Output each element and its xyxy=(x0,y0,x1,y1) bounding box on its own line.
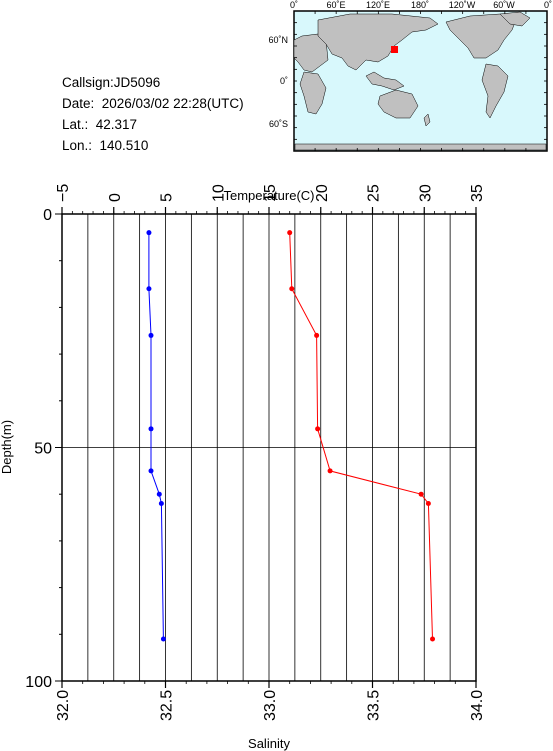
temperature-point xyxy=(418,491,424,497)
depth-tick-label: 100 xyxy=(25,674,52,691)
depth-tick-labels: 0 50 100 xyxy=(25,207,52,691)
salinity-tick-label: 34.0 xyxy=(469,690,486,721)
map-top-label: 60˚W xyxy=(493,0,515,10)
map-top-labels: 0˚ 60˚E 120˚E 180˚ 120˚W 60˚W 0˚ xyxy=(290,0,552,10)
temperature-tick-label: 25 xyxy=(366,184,383,202)
map-top-label: 120˚W xyxy=(449,0,476,10)
temperature-tick-labels: −5 0 5 10 15 20 25 30 35 xyxy=(55,184,486,202)
salinity-tick-label: 32.0 xyxy=(55,690,72,721)
temperature-line xyxy=(289,232,433,640)
land-asia xyxy=(317,13,439,71)
salinity-axis-label: Salinity xyxy=(248,736,290,751)
salinity-point xyxy=(160,636,166,642)
callsign-text: Callsign:JD5096 xyxy=(62,75,161,90)
depth-axis-label: Depth(m) xyxy=(0,420,14,474)
land-africa-south xyxy=(299,71,327,115)
map-top-label: 120˚E xyxy=(366,0,390,10)
temperature-point xyxy=(425,501,431,507)
land-africa-europe xyxy=(293,33,329,73)
axis-ticks xyxy=(55,207,477,688)
date-text: Date: 2026/03/02 22:28(UTC) xyxy=(62,96,244,111)
station-info: Callsign:JD5096 Date: 2026/03/02 22:28(U… xyxy=(62,72,244,156)
temperature-point xyxy=(430,636,436,642)
latitude-text: Lat.: 42.317 xyxy=(62,117,138,132)
station-marker xyxy=(391,46,398,53)
temperature-tick-label: −5 xyxy=(55,184,72,202)
map-top-label: 180˚ xyxy=(411,0,429,10)
salinity-tick-label: 33.0 xyxy=(262,690,279,721)
temperature-tick-label: 35 xyxy=(469,184,486,202)
salinity-point xyxy=(146,286,152,292)
temperature-point xyxy=(314,332,320,338)
temperature-tick-label: 15 xyxy=(262,184,279,202)
map-land xyxy=(293,11,547,151)
salinity-point xyxy=(148,332,154,338)
land-indonesia xyxy=(365,71,405,91)
map-left-label: 0˚ xyxy=(280,76,288,86)
map-top-label: 0˚ xyxy=(544,0,552,10)
salinity-point xyxy=(148,426,154,432)
land-greenland xyxy=(499,11,531,27)
temperature-tick-label: 5 xyxy=(159,193,176,202)
depth-tick-label: 0 xyxy=(43,207,52,224)
salinity-tick-label: 32.5 xyxy=(159,690,176,721)
land-new-zealand xyxy=(423,113,431,127)
salinity-point xyxy=(158,501,164,507)
temperature-point xyxy=(287,230,293,236)
land-australia xyxy=(377,89,419,119)
land-antarctica xyxy=(294,143,547,151)
depth-tick-label: 50 xyxy=(34,441,52,458)
salinity-point xyxy=(146,230,152,236)
salinity-point xyxy=(156,491,162,497)
world-map: 0˚ 60˚E 120˚E 180˚ 120˚W 60˚W 0˚ 60˚N 0˚… xyxy=(268,0,552,152)
map-left-labels: 60˚N 0˚ 60˚S xyxy=(268,35,288,129)
map-top-label: 0˚ xyxy=(290,0,298,10)
series-layer xyxy=(146,230,436,642)
salinity-point xyxy=(148,468,154,474)
temperature-tick-label: 20 xyxy=(314,184,331,202)
map-top-label: 60˚E xyxy=(326,0,345,10)
map-left-label: 60˚N xyxy=(268,35,288,45)
salinity-tick-label: 33.5 xyxy=(366,690,383,721)
temperature-point xyxy=(327,468,333,474)
salinity-tick-labels: 32.0 32.5 33.0 33.5 34.0 xyxy=(55,690,486,721)
temperature-tick-label: 30 xyxy=(417,184,434,202)
profile-chart: −5 0 5 10 15 20 25 30 35 32.0 32.5 33.0 … xyxy=(0,184,486,751)
chart-gridlines xyxy=(62,214,476,681)
temperature-point xyxy=(315,426,321,432)
temperature-point xyxy=(289,286,295,292)
temperature-tick-label: 10 xyxy=(210,184,227,202)
salinity-line xyxy=(148,232,164,640)
temperature-tick-label: 0 xyxy=(107,193,124,202)
map-ticks xyxy=(293,10,548,152)
temperature-axis-label: Temperature(C) xyxy=(223,188,314,203)
map-left-label: 60˚S xyxy=(269,119,288,129)
longitude-text: Lon.: 140.510 xyxy=(62,138,149,153)
land-south-america xyxy=(481,63,509,119)
